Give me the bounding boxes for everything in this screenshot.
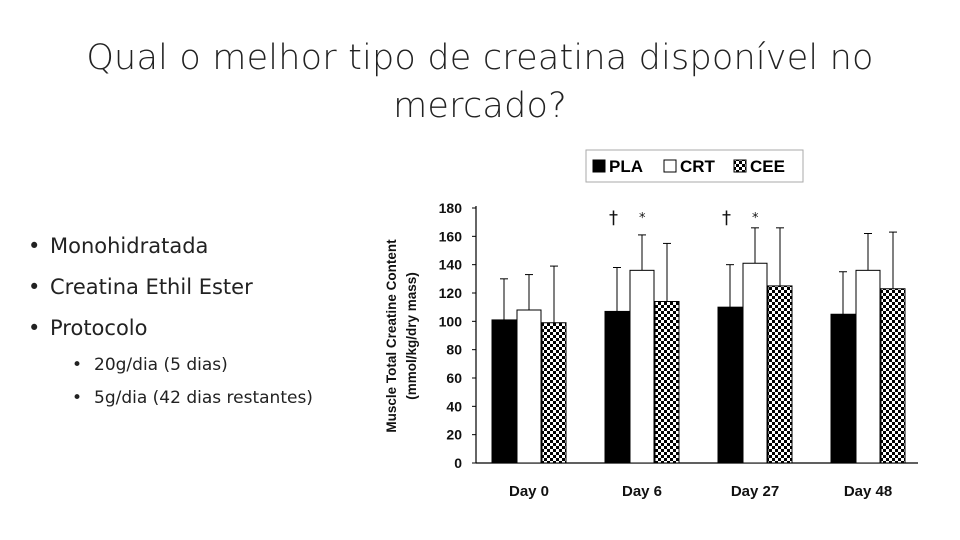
bar-cee-day-0 (541, 322, 567, 464)
bar-crt-day-0 (516, 309, 542, 464)
bullet-list: • Monohidratada • Creatina Ethil Ester • Pr… (28, 226, 313, 415)
bullet-item: • Creatina Ethil Ester (28, 267, 313, 308)
slide-title: Qual o melhor tipo de creatina disponíve… (60, 34, 900, 130)
y-axis-label-line-1: Muscle Total Creatine Content (384, 239, 399, 433)
y-tick-label: 120 (439, 285, 463, 301)
y-tick-label: 20 (446, 427, 462, 443)
bar-cee-day-27 (767, 285, 793, 464)
bullet-dot-icon: • (28, 234, 41, 258)
bullet-text: Protocolo (50, 316, 148, 340)
legend-label-cee: CEE (750, 157, 785, 176)
y-tick-label: 100 (439, 313, 463, 329)
bar-crt-day-27 (742, 262, 768, 464)
x-category-label: Day 0 (509, 483, 549, 500)
bullet-text: Creatina Ethil Ester (50, 275, 253, 299)
bar-pla-day-0 (491, 319, 517, 464)
x-category-label: Day 48 (844, 483, 892, 500)
bullet-text: Monohidratada (50, 234, 209, 258)
bullet-dot-icon: • (72, 355, 83, 375)
bar-crt-day-6 (629, 269, 655, 464)
sub-bullet-item: • 20g/dia (5 dias) (28, 349, 313, 382)
y-tick-label: 40 (446, 398, 462, 414)
sub-bullet-item: • 5g/dia (42 dias restantes) (28, 382, 313, 415)
annotation-dagger: † (722, 208, 731, 229)
bar-pla-day-48 (830, 313, 856, 464)
legend-swatch-cee (733, 159, 747, 173)
bar-pla-day-6 (604, 310, 630, 464)
sub-bullet-text: 20g/dia (5 dias) (94, 355, 228, 375)
y-tick-label: 140 (439, 257, 463, 273)
bar-cee-day-48 (880, 288, 906, 464)
slide-title-line-2: mercado? (393, 86, 567, 126)
legend-swatch-pla (592, 159, 606, 173)
y-tick-label: 60 (446, 370, 462, 386)
legend-box (585, 149, 804, 183)
legend-swatch-crt (663, 159, 677, 173)
legend-label-pla: PLA (609, 157, 643, 176)
legend-label-crt: CRT (680, 157, 716, 176)
y-tick-label: 160 (439, 228, 463, 244)
x-category-label: Day 27 (731, 483, 779, 500)
y-axis-label-line-2: (mmol/kg/dry mass) (404, 272, 419, 400)
bullet-dot-icon: • (28, 275, 41, 299)
bullet-dot-icon: • (28, 316, 41, 340)
bar-cee-day-6 (654, 301, 680, 464)
y-tick-label: 0 (454, 455, 462, 471)
x-category-label: Day 6 (622, 483, 662, 500)
slide-title-line-1: Qual o melhor tipo de creatina disponíve… (86, 38, 874, 78)
bullet-item: • Monohidratada (28, 226, 313, 267)
annotation-asterisk: * (752, 211, 759, 226)
y-tick-label: 80 (446, 342, 462, 358)
bar-crt-day-48 (855, 269, 881, 464)
creatine-bar-chart: PLA CRT CEE Muscle Total Creatine Content (m… (384, 149, 918, 500)
sub-bullet-text: 5g/dia (42 dias restantes) (94, 388, 313, 408)
y-tick-label: 180 (439, 200, 463, 216)
bar-pla-day-27 (717, 306, 743, 464)
annotation-dagger: † (609, 208, 618, 229)
bullet-item: • Protocolo (28, 308, 313, 349)
annotation-asterisk: * (639, 211, 646, 226)
bullet-dot-icon: • (72, 388, 83, 408)
